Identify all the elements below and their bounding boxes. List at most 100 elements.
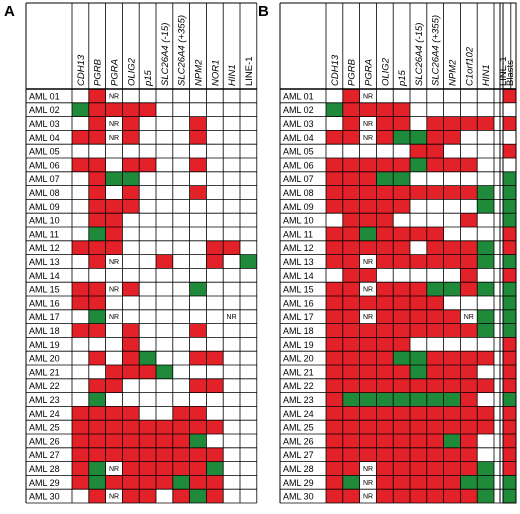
cell (426, 406, 444, 421)
cell (139, 89, 156, 103)
blasts-cell (503, 144, 516, 158)
cell (88, 199, 106, 214)
cell (376, 89, 394, 103)
cell (342, 351, 360, 365)
cell (172, 116, 190, 131)
cell (172, 406, 190, 421)
cell (72, 337, 89, 352)
cell (326, 268, 343, 283)
column-header: CDH13 (76, 54, 87, 86)
cell (342, 365, 360, 379)
cell (72, 420, 89, 434)
cell (172, 240, 190, 255)
cell (393, 89, 410, 103)
cell (206, 282, 224, 296)
cell (139, 199, 156, 214)
cell (172, 199, 190, 214)
row-label: AML 05 (29, 147, 60, 157)
cell (393, 158, 410, 172)
cell (122, 296, 140, 310)
cell (376, 365, 394, 379)
cell (460, 89, 478, 103)
blasts-cell (503, 282, 516, 296)
cell (88, 365, 106, 379)
cell (72, 296, 89, 310)
cell (206, 489, 224, 503)
cell (426, 116, 444, 131)
cell (460, 116, 478, 131)
cell (72, 447, 89, 462)
cell (189, 461, 207, 476)
blasts-cell (503, 406, 516, 421)
cell (477, 227, 494, 241)
cell (342, 296, 360, 310)
cell (189, 296, 207, 310)
cell (240, 489, 257, 503)
cell (477, 240, 494, 255)
cell (105, 130, 123, 145)
cell (443, 102, 461, 117)
cell (393, 351, 410, 365)
cell (172, 158, 190, 172)
cell (376, 268, 394, 283)
cell (443, 323, 461, 338)
cell (88, 171, 106, 186)
column-header: OLIG2 (380, 57, 391, 86)
cell (72, 323, 89, 338)
cell (122, 337, 140, 352)
cell (172, 351, 190, 365)
cell (88, 254, 106, 269)
cell (156, 434, 173, 448)
row-label: AML 15 (283, 285, 314, 295)
cell (223, 392, 240, 407)
cell (206, 351, 224, 365)
cell (105, 365, 123, 379)
cell (342, 489, 360, 503)
cell (172, 296, 190, 310)
cell (376, 392, 394, 407)
cell (206, 144, 224, 158)
cell (342, 475, 360, 490)
cell (139, 337, 156, 352)
cell (240, 323, 257, 338)
cell (326, 116, 343, 131)
cell (443, 116, 461, 131)
cell (393, 475, 410, 490)
cell (393, 392, 410, 407)
cell (156, 102, 173, 117)
cell (105, 378, 123, 393)
cell (72, 199, 89, 214)
row-label: AML 27 (29, 450, 60, 460)
cell (189, 144, 207, 158)
cell (105, 282, 123, 296)
cell (223, 406, 240, 421)
cell (477, 447, 494, 462)
cell (172, 309, 190, 324)
cell (105, 489, 123, 503)
cell (443, 282, 461, 296)
cell (156, 240, 173, 255)
cell (139, 102, 156, 117)
cell (172, 447, 190, 462)
cell (342, 116, 360, 131)
row-label: AML 11 (283, 229, 313, 239)
cell (122, 378, 140, 393)
column-header: NPM2 (448, 59, 459, 86)
cell (88, 337, 106, 352)
nr-label: NR (363, 287, 373, 294)
cell (426, 102, 444, 117)
row-label: AML 24 (283, 409, 314, 419)
cell (410, 365, 427, 379)
cell (393, 282, 410, 296)
row-label: AML 28 (283, 464, 314, 474)
cell (443, 213, 461, 227)
cell (393, 268, 410, 283)
blasts-cell (503, 420, 516, 434)
row-label: AML 13 (29, 257, 60, 267)
cell (326, 89, 343, 103)
cell (376, 420, 394, 434)
cell (240, 447, 257, 462)
cell (189, 268, 207, 283)
cell (122, 199, 140, 214)
cell (105, 296, 123, 310)
